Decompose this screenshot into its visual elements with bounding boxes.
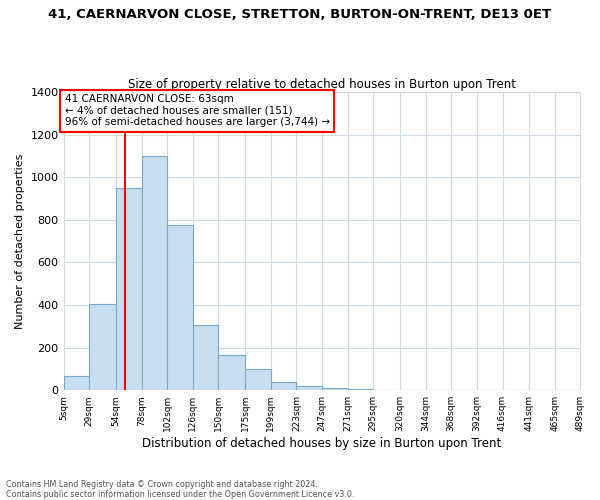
Bar [193, 326, 218, 390]
Bar [64, 376, 89, 390]
Bar [271, 382, 296, 390]
Bar [167, 225, 193, 390]
Text: 41 CAERNARVON CLOSE: 63sqm
← 4% of detached houses are smaller (151)
96% of semi: 41 CAERNARVON CLOSE: 63sqm ← 4% of detac… [65, 94, 330, 128]
X-axis label: Distribution of detached houses by size in Burton upon Trent: Distribution of detached houses by size … [142, 437, 502, 450]
Bar [245, 369, 271, 390]
Text: 41, CAERNARVON CLOSE, STRETTON, BURTON-ON-TRENT, DE13 0ET: 41, CAERNARVON CLOSE, STRETTON, BURTON-O… [49, 8, 551, 20]
Bar [116, 188, 142, 390]
Title: Size of property relative to detached houses in Burton upon Trent: Size of property relative to detached ho… [128, 78, 516, 91]
Bar [218, 355, 245, 390]
Bar [322, 388, 347, 390]
Bar [89, 304, 116, 390]
Y-axis label: Number of detached properties: Number of detached properties [15, 154, 25, 329]
Bar [296, 386, 322, 390]
Bar [142, 156, 167, 390]
Bar [347, 389, 373, 390]
Text: Contains HM Land Registry data © Crown copyright and database right 2024.
Contai: Contains HM Land Registry data © Crown c… [6, 480, 355, 499]
